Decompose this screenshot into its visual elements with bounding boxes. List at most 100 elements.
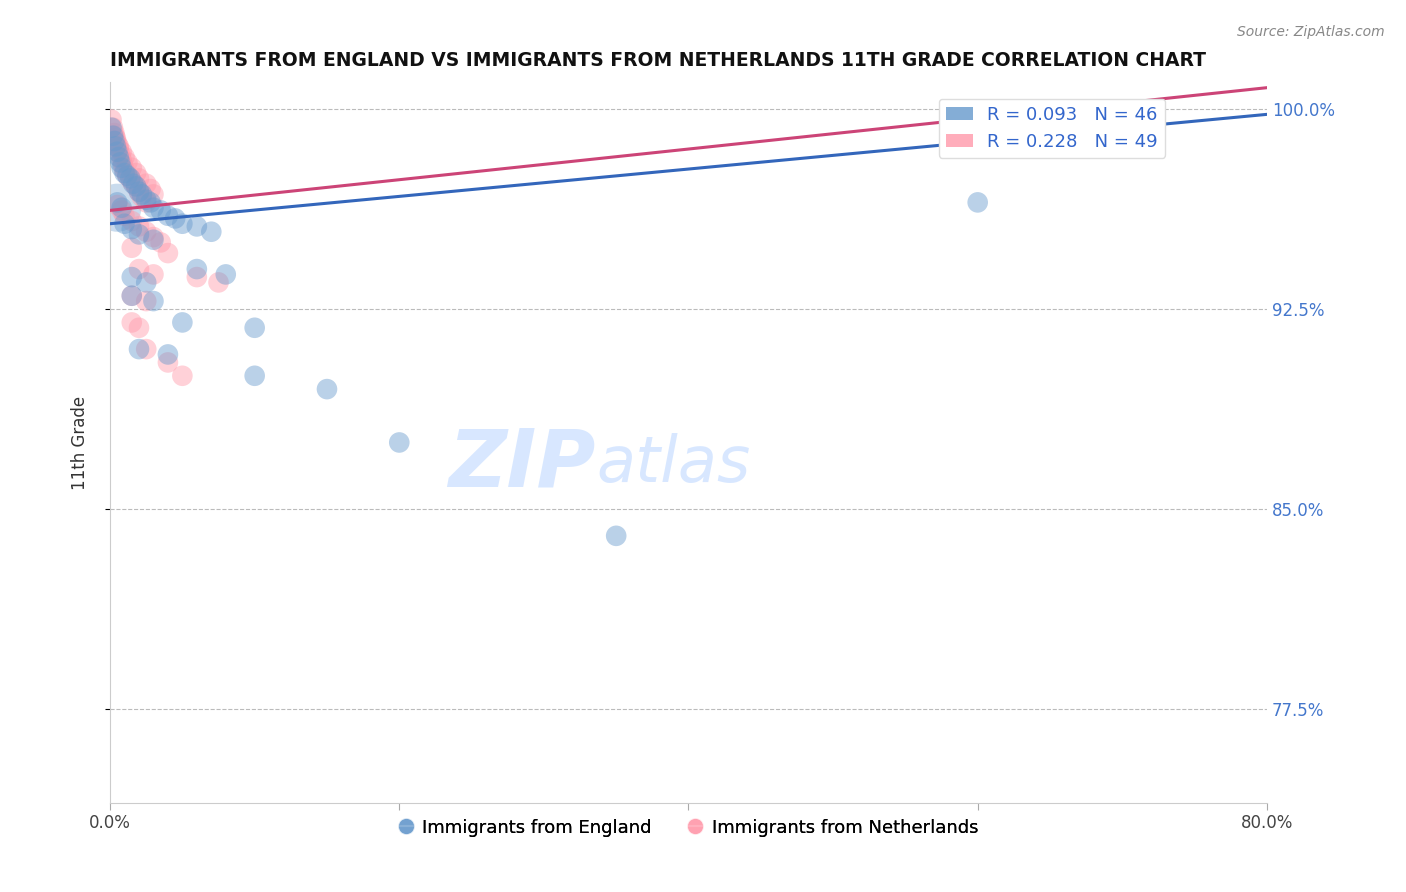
Point (135, 276, 157, 290)
Point (121, 289, 143, 303)
Text: atlas: atlas (596, 434, 751, 495)
Point (121, 315, 143, 329)
Point (135, 177, 157, 191)
Point (114, 166, 136, 180)
Point (128, 227, 150, 242)
Point (108, 155, 131, 169)
Point (1111, 120, 1133, 135)
Point (112, 158, 135, 172)
Point (122, 177, 145, 191)
Point (142, 268, 165, 282)
Point (121, 289, 143, 303)
Point (121, 174, 143, 188)
Point (135, 195, 157, 210)
Point (156, 355, 179, 369)
Point (142, 230, 165, 244)
Text: IMMIGRANTS FROM ENGLAND VS IMMIGRANTS FROM NETHERLANDS 11TH GRADE CORRELATION CH: IMMIGRANTS FROM ENGLAND VS IMMIGRANTS FR… (110, 51, 1206, 70)
Point (108, 147, 131, 161)
Point (128, 185, 150, 199)
Point (100, 112, 122, 127)
Point (121, 241, 143, 255)
Point (105, 136, 128, 151)
Point (243, 320, 266, 334)
Point (128, 171, 150, 186)
Point (200, 225, 222, 239)
Point (111, 153, 134, 167)
Point (114, 209, 136, 223)
Point (114, 217, 136, 231)
Point (105, 201, 128, 215)
Point (316, 382, 339, 396)
Point (156, 246, 179, 260)
Point (107, 139, 129, 153)
Point (128, 262, 150, 277)
Point (135, 294, 157, 309)
Point (172, 315, 194, 329)
Point (186, 270, 208, 285)
Point (104, 131, 127, 145)
Point (111, 145, 134, 159)
Y-axis label: 11th Grade: 11th Grade (72, 395, 89, 490)
Point (125, 179, 148, 194)
Point (128, 320, 150, 334)
Point (142, 201, 165, 215)
Point (120, 171, 142, 186)
Point (215, 268, 238, 282)
Point (121, 222, 143, 236)
Text: Source: ZipAtlas.com: Source: ZipAtlas.com (1237, 25, 1385, 39)
Point (186, 262, 208, 277)
Point (107, 142, 129, 156)
Point (111, 201, 134, 215)
Point (121, 270, 143, 285)
Point (605, 529, 627, 543)
Point (156, 347, 179, 361)
Point (131, 187, 153, 202)
Point (165, 211, 187, 226)
Point (135, 193, 157, 207)
Point (121, 161, 143, 175)
Point (128, 342, 150, 356)
Point (117, 169, 139, 183)
Point (149, 235, 172, 250)
Point (156, 209, 179, 223)
Point (207, 276, 229, 290)
Point (117, 155, 139, 169)
Point (388, 435, 411, 450)
Point (135, 225, 157, 239)
Point (107, 150, 129, 164)
Point (101, 120, 124, 135)
Point (172, 368, 194, 383)
Point (117, 169, 139, 183)
Point (111, 203, 134, 218)
Point (186, 219, 208, 234)
Point (243, 368, 266, 383)
Point (172, 217, 194, 231)
Point (104, 134, 127, 148)
Point (142, 233, 165, 247)
Point (142, 294, 165, 309)
Point (114, 163, 136, 178)
Text: ZIP: ZIP (449, 425, 596, 503)
Point (105, 195, 128, 210)
Point (966, 195, 988, 210)
Point (100, 120, 122, 135)
Legend: Immigrants from England, Immigrants from Netherlands: Immigrants from England, Immigrants from… (392, 812, 986, 844)
Point (104, 139, 127, 153)
Point (103, 134, 125, 148)
Point (114, 150, 136, 164)
Point (101, 128, 124, 143)
Point (105, 145, 128, 159)
Point (125, 166, 148, 180)
Point (135, 342, 157, 356)
Point (121, 214, 143, 228)
Point (142, 187, 165, 202)
Point (139, 195, 162, 210)
Point (105, 198, 128, 212)
Point (128, 219, 150, 234)
Point (149, 203, 172, 218)
Point (125, 179, 148, 194)
Point (131, 190, 153, 204)
Point (128, 185, 150, 199)
Point (103, 128, 125, 143)
Point (111, 161, 134, 175)
